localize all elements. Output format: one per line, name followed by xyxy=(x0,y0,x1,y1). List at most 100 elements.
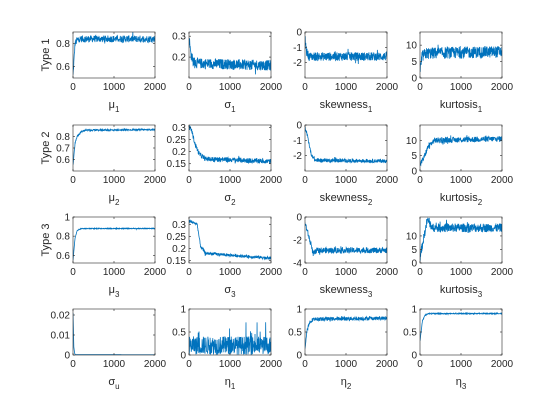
y-tick-label: -2 xyxy=(293,151,302,162)
y-tick-label: 0.8 xyxy=(56,132,70,143)
x-tick-label: 1000 xyxy=(103,82,126,93)
x-tick-label: 2000 xyxy=(260,267,283,278)
y-tick-label: 10 xyxy=(406,231,418,242)
trace-line xyxy=(73,226,155,261)
row-label-1: Type 1 xyxy=(40,38,52,71)
x-tick-label: 1000 xyxy=(219,175,242,186)
trace-line xyxy=(305,222,387,256)
x-axis-label: η2 xyxy=(341,376,352,391)
trace-line xyxy=(305,126,387,164)
y-tick-label: 0.25 xyxy=(167,135,187,146)
y-tick-label: 1 xyxy=(296,305,302,316)
y-tick-label: 0.15 xyxy=(167,159,187,170)
x-axis-label: kurtosis1 xyxy=(440,99,483,114)
x-axis-label: kurtosis2 xyxy=(440,192,483,207)
panel-1-2: 0 1000 2000 0.2 0.3 σ1 xyxy=(172,32,282,114)
panel-3-2: 0 1000 2000 0.150.20.250.3 σ3 xyxy=(167,216,283,299)
x-axis-label: η1 xyxy=(225,376,236,391)
y-tick-label: -1 xyxy=(293,43,302,54)
trace-line xyxy=(305,36,387,64)
trace-line xyxy=(420,217,502,262)
x-tick-label: 0 xyxy=(302,267,308,278)
x-tick-label: 0 xyxy=(186,175,192,186)
panel-2-4: 0 1000 2000 0 5 10 kurtosis2 xyxy=(406,124,514,207)
x-tick-label: 1000 xyxy=(335,175,358,186)
y-tick-label: 1 xyxy=(180,305,186,316)
x-tick-label: 0 xyxy=(186,82,192,93)
x-axis-label: μ1 xyxy=(109,99,120,114)
panel-2-1: 0 1000 2000 0.60.70.8 μ2 xyxy=(56,124,167,207)
x-axis-label: σ3 xyxy=(224,284,236,299)
trace-line xyxy=(420,311,502,341)
x-axis-label: η3 xyxy=(456,376,467,391)
x-axis-label: μ3 xyxy=(109,284,120,299)
x-axis-label: kurtosis3 xyxy=(440,284,483,299)
trace-line xyxy=(189,219,271,261)
x-tick-label: 1000 xyxy=(450,267,473,278)
x-tick-label: 1000 xyxy=(103,175,126,186)
panel-4-4: 0 1000 2000 0 0.5 1 η3 xyxy=(403,305,513,392)
y-tick-label: 5 xyxy=(411,151,417,162)
x-tick-label: 1000 xyxy=(219,267,242,278)
y-tick-label: 0.25 xyxy=(167,232,187,243)
y-tick-label: -2 xyxy=(293,236,302,247)
trace-line xyxy=(73,127,155,165)
axes-box xyxy=(72,308,156,356)
row-labels: Type 1 Type 2 Type 3 xyxy=(40,38,52,256)
x-tick-label: 2000 xyxy=(260,359,283,370)
axes-box xyxy=(188,124,272,172)
y-tick-label: 5 xyxy=(411,57,417,68)
x-tick-label: 1000 xyxy=(335,267,358,278)
x-axis-label: μ2 xyxy=(109,192,120,207)
x-tick-label: 0 xyxy=(417,82,423,93)
axes-box xyxy=(304,124,388,172)
y-tick-label: 0.5 xyxy=(403,328,417,339)
x-tick-label: 1000 xyxy=(219,359,242,370)
x-tick-label: 0 xyxy=(417,175,423,186)
panel-4-3: 0 1000 2000 0 0.5 1 η2 xyxy=(288,305,398,392)
y-tick-label: 0.02 xyxy=(51,311,71,322)
y-tick-label: 0.3 xyxy=(172,220,186,231)
x-tick-label: 0 xyxy=(70,175,76,186)
panel-2-2: 0 1000 2000 0.150.20.250.3 σ2 xyxy=(167,123,283,207)
x-tick-label: 1000 xyxy=(335,359,358,370)
axes-box xyxy=(304,216,388,264)
y-tick-label: 0 xyxy=(411,74,417,85)
x-tick-label: 1000 xyxy=(103,359,126,370)
panel-3-1: 0 1000 2000 0.6 0.8 1 μ3 xyxy=(56,213,166,300)
y-tick-label: 1 xyxy=(64,213,70,224)
y-tick-label: 0.5 xyxy=(288,328,302,339)
y-tick-label: 0.2 xyxy=(172,244,186,255)
panel-4-2: 0 1000 2000 0 0.5 1 η1 xyxy=(172,305,282,392)
x-tick-label: 2000 xyxy=(491,82,514,93)
trace-line xyxy=(73,32,155,75)
x-tick-label: 0 xyxy=(302,175,308,186)
trace-line xyxy=(420,44,502,72)
x-tick-label: 2000 xyxy=(144,82,167,93)
y-tick-label: 0 xyxy=(411,351,417,362)
trace-line xyxy=(73,312,155,355)
axes-box xyxy=(419,124,503,172)
x-tick-label: 2000 xyxy=(260,175,283,186)
y-tick-label: 10 xyxy=(406,41,418,52)
trace-line xyxy=(189,38,271,75)
y-tick-label: -1 xyxy=(293,136,302,147)
y-tick-label: 0 xyxy=(296,351,302,362)
x-tick-label: 2000 xyxy=(376,267,399,278)
panel-2-3: 0 1000 2000 -2 -1 0 skewness2 xyxy=(293,121,398,208)
y-tick-label: 0 xyxy=(411,259,417,270)
y-tick-label: 1 xyxy=(411,305,417,316)
y-tick-label: 0.5 xyxy=(172,328,186,339)
y-tick-label: 0 xyxy=(64,351,70,362)
x-tick-label: 2000 xyxy=(491,267,514,278)
x-tick-label: 0 xyxy=(417,267,423,278)
x-tick-label: 1000 xyxy=(219,82,242,93)
panel-1-3: 0 1000 2000 -2 -1 0 skewness1 xyxy=(293,28,398,115)
y-tick-label: 0.8 xyxy=(56,232,70,243)
panel-4-1: 0 1000 2000 0 0.01 0.02 σu xyxy=(51,308,167,391)
x-tick-label: 2000 xyxy=(144,175,167,186)
x-tick-label: 0 xyxy=(302,82,308,93)
trace-line xyxy=(420,135,502,167)
